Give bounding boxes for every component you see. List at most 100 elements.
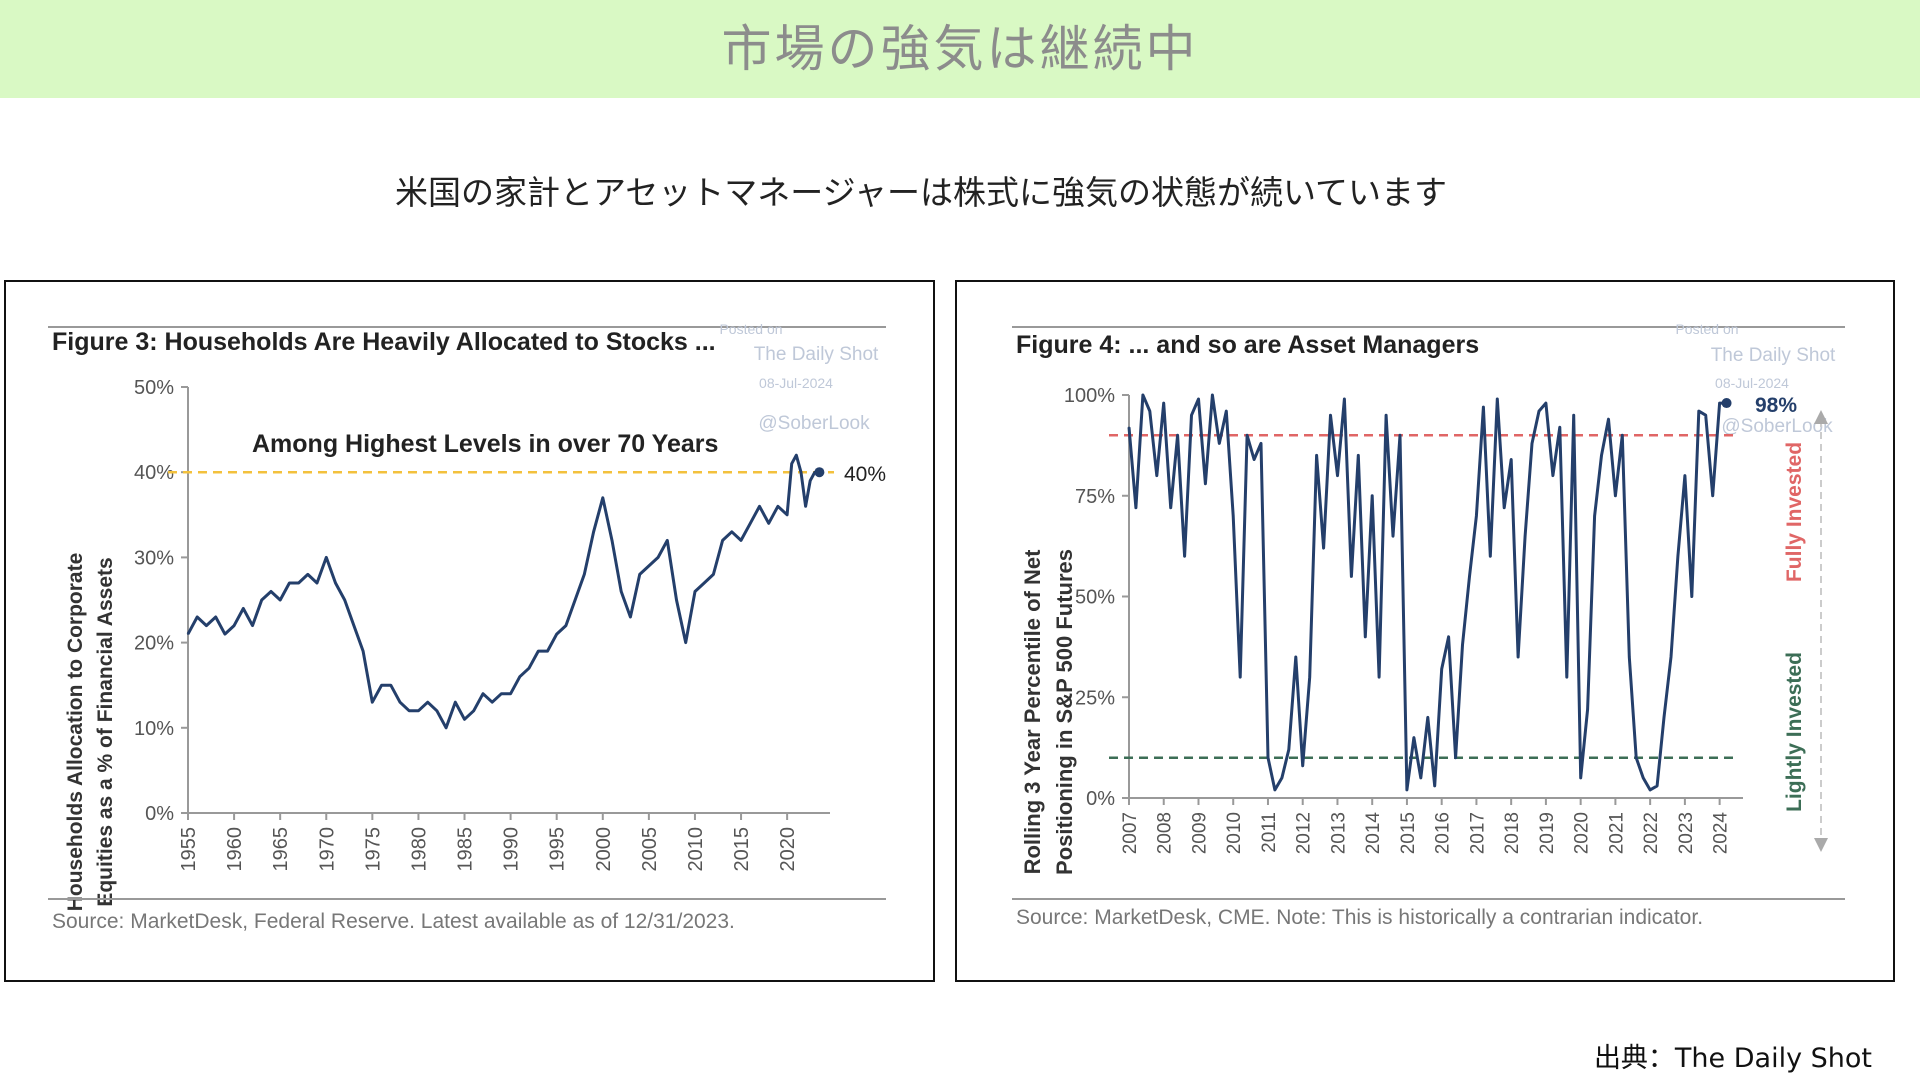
data-point [592, 531, 595, 533]
data-point [758, 505, 761, 508]
data-point [500, 692, 503, 695]
data-point [1267, 756, 1269, 759]
data-point [629, 616, 632, 618]
data-point [1135, 507, 1137, 509]
x-tick-label: 2013 [1328, 812, 1349, 854]
x-tick-label: 1975 [362, 827, 384, 872]
data-point [1357, 454, 1360, 457]
data-point [583, 573, 586, 576]
data-point [1614, 494, 1617, 497]
end-value-label: 98% [1755, 394, 1797, 417]
x-tick-label: 2022 [1641, 812, 1662, 854]
data-point [1691, 595, 1693, 598]
data-point [1426, 716, 1429, 719]
data-point [1329, 414, 1332, 416]
data-point [1308, 676, 1311, 678]
data-point [472, 709, 475, 712]
x-tick-label: 1955 [178, 827, 200, 872]
fully-invested-label: Fully Invested [1783, 442, 1806, 582]
data-point [509, 692, 512, 695]
data-point [491, 701, 493, 704]
data-point [638, 573, 641, 576]
data-point [1232, 515, 1235, 517]
data-point [297, 582, 300, 584]
arrow-down-icon [1814, 838, 1828, 852]
x-tick-label: 2020 [1572, 812, 1593, 854]
data-point [809, 479, 811, 482]
x-tick-label: 2017 [1467, 812, 1488, 854]
y-tick-label: 0% [1086, 788, 1115, 810]
data-point [1656, 785, 1658, 787]
y-tick-label: 20% [134, 633, 174, 655]
page-subtitle: 米国の家計とアセットマネージャーは株式に強気の状態が続いています [394, 173, 1448, 212]
data-point [353, 624, 355, 627]
y-axis-label: Rolling 3 Year Percentile of Net [1020, 549, 1045, 874]
data-point [1433, 785, 1436, 787]
data-point [1565, 676, 1568, 678]
x-tick-label: 2010 [685, 827, 707, 872]
data-point [1204, 482, 1207, 485]
data-point [1607, 418, 1610, 420]
data-point [1475, 515, 1478, 517]
x-tick-label: 1995 [547, 827, 569, 872]
series-line [1127, 393, 1727, 792]
data-point [214, 616, 217, 618]
x-tick-label: 2014 [1363, 812, 1384, 855]
page-title: 市場の強気は継続中 [721, 20, 1199, 78]
data-point [1552, 474, 1554, 477]
data-point [1447, 636, 1450, 638]
data-point [601, 496, 604, 499]
lightly-invested-label: Lightly Invested [1783, 652, 1806, 812]
y-tick-label: 40% [134, 462, 174, 484]
data-point [380, 684, 383, 686]
data-point [187, 633, 189, 635]
data-point [648, 565, 650, 567]
data-point [224, 633, 226, 635]
data-point [721, 539, 724, 542]
watermark-line: The Daily Shot [1711, 345, 1836, 366]
data-point [307, 573, 309, 576]
data-point [1531, 442, 1533, 445]
title-banner [0, 0, 1920, 98]
data-point [1183, 555, 1186, 557]
data-point [777, 505, 779, 508]
data-point [1399, 434, 1401, 437]
data-point [1155, 474, 1158, 477]
data-point [371, 701, 374, 704]
x-tick-label: 2024 [1711, 812, 1732, 855]
data-point [389, 684, 392, 686]
data-point [1281, 777, 1283, 779]
data-point [316, 582, 318, 584]
data-point [1385, 414, 1387, 416]
data-point [1517, 656, 1519, 658]
data-point [611, 539, 613, 542]
data-point [1697, 410, 1700, 412]
chart-title: Figure 4: ... and so are Asset Managers [1016, 331, 1479, 359]
y-axis-label: Households Allocation to Corporate [64, 553, 87, 912]
data-point [1684, 474, 1686, 477]
arrow-up-icon [1814, 410, 1828, 424]
last-value-marker [814, 467, 825, 478]
data-point [675, 599, 678, 601]
data-point [343, 599, 346, 601]
data-point [325, 556, 328, 559]
data-point [528, 667, 530, 669]
data-point [694, 590, 696, 593]
data-point [251, 624, 254, 627]
data-point [1559, 426, 1561, 429]
data-point [1218, 442, 1221, 445]
data-point [740, 539, 742, 542]
data-point [454, 701, 457, 704]
x-tick-label: 1985 [455, 827, 477, 872]
data-point [1677, 555, 1679, 557]
data-point [1670, 656, 1672, 658]
data-point [1406, 789, 1408, 791]
data-point [463, 718, 466, 721]
data-point [288, 582, 291, 584]
last-value-marker [1721, 398, 1732, 409]
x-tick-label: 1980 [408, 827, 430, 872]
data-point [546, 650, 549, 652]
watermark-line: @SoberLook [1721, 416, 1833, 437]
data-point [1253, 458, 1255, 461]
data-point [574, 599, 576, 601]
